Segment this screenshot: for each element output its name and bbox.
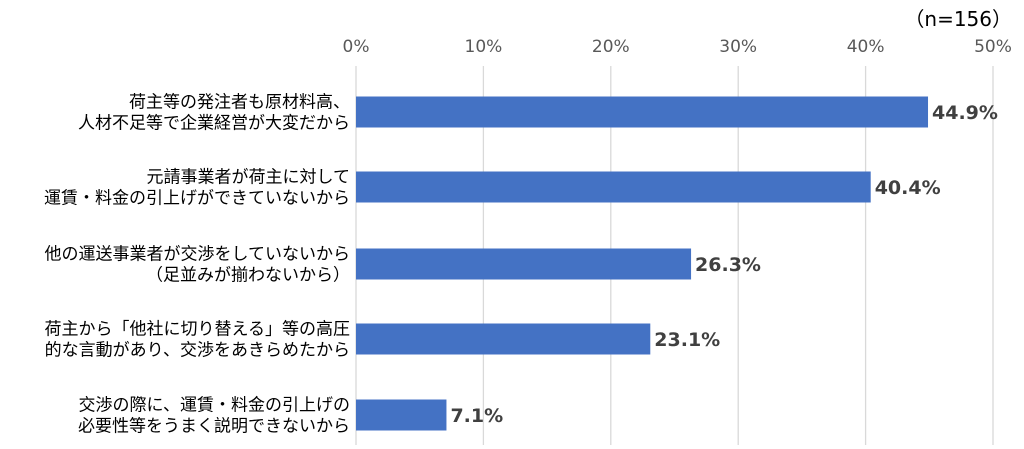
bar (356, 171, 871, 203)
category-label: 荷主から「他社に切り替える」等の高圧 (45, 320, 351, 340)
data-label: 7.1% (450, 405, 503, 427)
category-label: 必要性等をうまく説明できないから (78, 417, 350, 437)
data-label: 23.1% (654, 329, 720, 351)
x-axis-ticks: 0% 10% 20% 30% 40% 50% (343, 37, 1012, 57)
bar (356, 323, 651, 355)
bars (356, 96, 929, 431)
bar (356, 248, 692, 280)
data-label: 44.9% (932, 102, 998, 124)
category-label: 的な言動があり、交渉をあきらめたから (45, 341, 350, 361)
category-label: 元請事業者が荷主に対して (147, 168, 351, 188)
data-label: 40.4% (875, 177, 941, 199)
category-labels: 荷主等の発注者も原材料高、人材不足等で企業経営が大変だから元請事業者が荷主に対し… (44, 93, 350, 437)
sample-size-label: （n=156） (904, 7, 1012, 31)
data-labels: 44.9% 40.4% 26.3% 23.1% 7.1% (450, 102, 997, 427)
x-tick-label: 30% (719, 37, 757, 57)
category-label: （足並みが揃わないから） (146, 266, 350, 286)
category-label: 運賃・料金の引上げができていないから (44, 189, 350, 209)
x-tick-label: 20% (592, 37, 630, 57)
bar (356, 399, 447, 431)
x-tick-label: 50% (974, 37, 1012, 57)
category-label: 他の運送事業者が交渉をしていないから (45, 245, 351, 265)
data-label: 26.3% (695, 254, 761, 276)
bar (356, 96, 929, 128)
category-label: 人材不足等で企業経営が大変だから (78, 114, 350, 134)
category-label: 交渉の際に、運賃・料金の引上げの (79, 396, 351, 416)
x-tick-label: 10% (465, 37, 503, 57)
x-tick-label: 0% (343, 37, 370, 57)
category-label: 荷主等の発注者も原材料高、 (129, 93, 350, 113)
x-tick-label: 40% (847, 37, 885, 57)
